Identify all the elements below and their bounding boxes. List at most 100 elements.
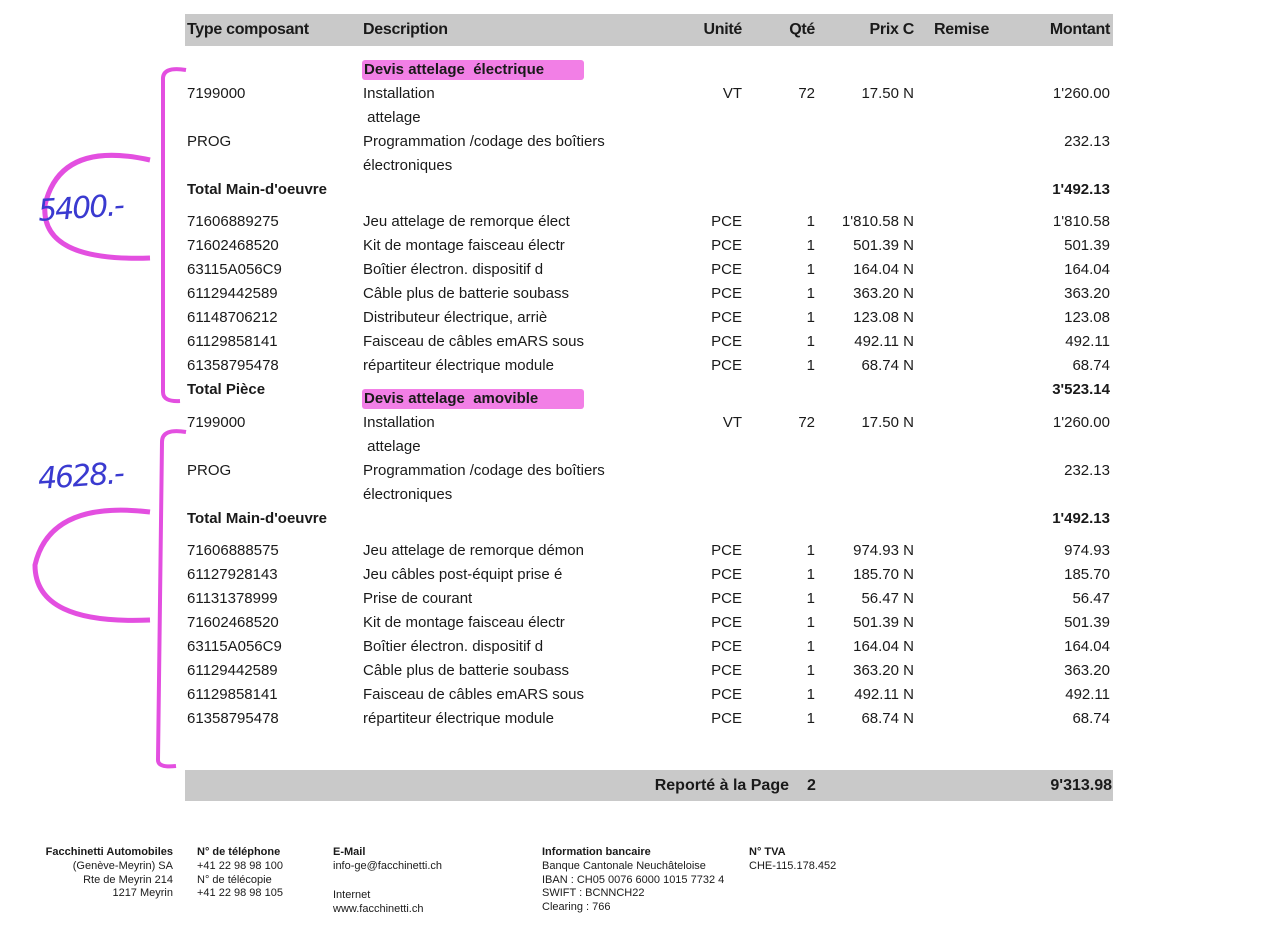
footer-line: Clearing : 766	[542, 900, 611, 913]
item-code: 61358795478	[187, 357, 279, 374]
highlight	[362, 60, 584, 80]
bracket-curve	[32, 507, 151, 623]
item-unit: PCE	[711, 638, 742, 655]
item-amount: 363.20	[1064, 285, 1110, 302]
item-description: attelage	[363, 438, 421, 455]
item-code: PROG	[187, 462, 232, 479]
column-header: Description	[363, 21, 448, 38]
footer-line: info-ge@facchinetti.ch	[333, 860, 443, 872]
item-description: Faisceau de câbles emARS sous	[363, 333, 584, 350]
item-description: Jeu câbles post-équipt prise é	[363, 566, 563, 583]
footer-line: (Genève-Meyrin) SA	[72, 860, 173, 872]
item-price: 492.11 N	[854, 686, 914, 703]
item-code: 61129442589	[187, 662, 278, 679]
item-code: 7199000	[187, 85, 246, 102]
item-code: 61358795478	[187, 710, 279, 727]
carry-bar	[185, 770, 1113, 801]
item-price: 68.74 N	[861, 710, 914, 727]
item-amount: 185.70	[1064, 566, 1110, 583]
footer-heading: E-Mail	[333, 846, 366, 858]
header-bar	[185, 14, 1113, 46]
item-unit: PCE	[711, 566, 742, 583]
item-code: PROG	[187, 133, 232, 150]
total-amount: 1'492.13	[1052, 510, 1110, 527]
item-qty: 1	[806, 662, 815, 679]
item-unit: PCE	[711, 213, 742, 230]
footer-line: +41 22 98 98 100	[197, 860, 283, 872]
total-label: Total Main-d'oeuvre	[187, 510, 327, 527]
item-unit: VT	[722, 85, 742, 102]
item-amount: 492.11	[1065, 333, 1110, 350]
item-amount: 1'260.00	[1052, 85, 1110, 102]
column-header: Prix C	[869, 21, 915, 38]
section-title: Devis attelage électrique	[364, 61, 545, 78]
item-unit: PCE	[711, 285, 742, 302]
highlight	[362, 389, 584, 409]
section-title: Devis attelage amovible	[364, 390, 539, 407]
item-description: Installation	[363, 85, 435, 102]
item-unit: PCE	[711, 357, 742, 374]
item-code: 71606888575	[187, 542, 279, 559]
item-price: 501.39 N	[853, 614, 914, 631]
footer-heading: Information bancaire	[542, 846, 651, 858]
item-qty: 1	[806, 261, 815, 278]
item-price: 17.50 N	[861, 85, 914, 102]
item-description: Programmation /codage des boîtiers	[363, 462, 605, 479]
item-code: 61129858141	[187, 333, 278, 350]
total-label: Total Main-d'oeuvre	[187, 181, 327, 198]
item-code: 71606889275	[187, 213, 279, 230]
item-description: Boîtier électron. dispositif d	[363, 638, 544, 655]
item-qty: 72	[798, 85, 815, 102]
item-unit: PCE	[711, 237, 742, 254]
item-unit: PCE	[711, 710, 742, 727]
item-code: 71602468520	[187, 237, 279, 254]
total-amount: 1'492.13	[1052, 181, 1110, 198]
footer-heading: N° TVA	[749, 846, 786, 858]
item-description: Câble plus de batterie soubass	[363, 662, 569, 679]
handwritten-note: 5400.-	[36, 188, 124, 229]
item-amount: 1'810.58	[1052, 213, 1110, 230]
item-price: 68.74 N	[861, 357, 914, 374]
item-unit: PCE	[711, 542, 742, 559]
item-qty: 1	[806, 614, 815, 631]
item-price: 164.04 N	[853, 261, 914, 278]
item-qty: 1	[806, 213, 815, 230]
bracket	[155, 429, 187, 769]
footer-line: Internet	[333, 889, 371, 901]
item-qty: 1	[806, 357, 815, 374]
item-amount: 68.74	[1072, 710, 1110, 727]
item-amount: 56.47	[1072, 590, 1110, 607]
footer-line: CHE-115.178.452	[749, 860, 837, 872]
item-qty: 1	[806, 710, 815, 727]
column-header: Unité	[703, 21, 742, 38]
item-description: attelage	[363, 109, 421, 126]
item-qty: 1	[806, 285, 815, 302]
footer-line: Banque Cantonale Neuchâteloise	[542, 860, 706, 872]
item-description: Kit de montage faisceau électr	[363, 614, 565, 631]
footer-line: IBAN : CH05 0076 6000 1015 7732 4	[542, 873, 725, 886]
item-code: 71602468520	[187, 614, 279, 631]
item-code: 61131378999	[187, 590, 278, 607]
item-unit: PCE	[711, 333, 742, 350]
footer-line: +41 22 98 98 105	[197, 887, 283, 899]
item-code: 63115A056C9	[187, 261, 282, 278]
item-amount: 974.93	[1064, 542, 1110, 559]
item-unit: PCE	[711, 309, 742, 326]
item-amount: 1'260.00	[1052, 414, 1110, 431]
footer-heading: Facchinetti Automobiles	[45, 846, 173, 858]
item-price: 363.20 N	[853, 662, 914, 679]
item-price: 974.93 N	[853, 542, 914, 559]
item-qty: 1	[806, 237, 815, 254]
item-description: répartiteur électrique module	[363, 710, 554, 727]
item-description: Jeu attelage de remorque démon	[363, 542, 584, 559]
total-amount: 3'523.14	[1052, 381, 1110, 398]
item-price: 17.50 N	[861, 414, 914, 431]
item-description: Jeu attelage de remorque élect	[363, 213, 570, 230]
item-qty: 1	[806, 638, 815, 655]
item-code: 63115A056C9	[187, 638, 282, 655]
item-qty: 1	[806, 309, 815, 326]
item-unit: PCE	[711, 662, 742, 679]
item-description: Distributeur électrique, arriè	[363, 309, 548, 326]
